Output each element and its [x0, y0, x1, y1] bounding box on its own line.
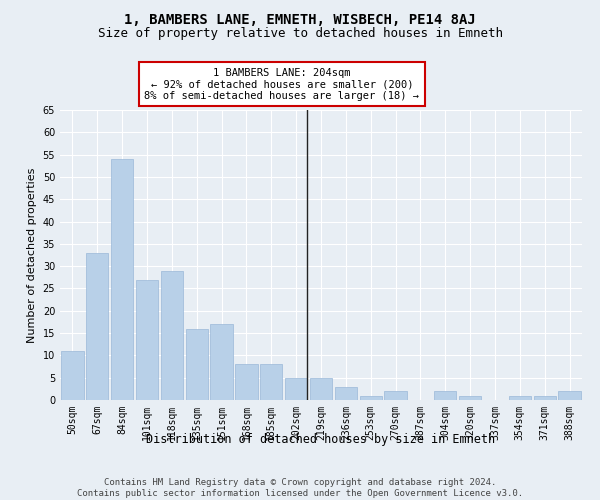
- Bar: [61, 351, 83, 400]
- Bar: [385, 391, 407, 400]
- Bar: [86, 253, 109, 400]
- Bar: [185, 328, 208, 400]
- Text: 1 BAMBERS LANE: 204sqm
← 92% of detached houses are smaller (200)
8% of semi-det: 1 BAMBERS LANE: 204sqm ← 92% of detached…: [145, 68, 419, 100]
- Y-axis label: Number of detached properties: Number of detached properties: [27, 168, 37, 342]
- Bar: [211, 324, 233, 400]
- Text: Contains HM Land Registry data © Crown copyright and database right 2024.
Contai: Contains HM Land Registry data © Crown c…: [77, 478, 523, 498]
- Bar: [285, 378, 307, 400]
- Text: Distribution of detached houses by size in Emneth: Distribution of detached houses by size …: [146, 432, 496, 446]
- Bar: [559, 391, 581, 400]
- Bar: [533, 396, 556, 400]
- Bar: [310, 378, 332, 400]
- Bar: [434, 391, 457, 400]
- Text: 1, BAMBERS LANE, EMNETH, WISBECH, PE14 8AJ: 1, BAMBERS LANE, EMNETH, WISBECH, PE14 8…: [124, 12, 476, 26]
- Bar: [111, 159, 133, 400]
- Bar: [161, 270, 183, 400]
- Bar: [459, 396, 481, 400]
- Bar: [260, 364, 283, 400]
- Bar: [136, 280, 158, 400]
- Bar: [335, 386, 357, 400]
- Bar: [235, 364, 257, 400]
- Bar: [509, 396, 531, 400]
- Bar: [359, 396, 382, 400]
- Text: Size of property relative to detached houses in Emneth: Size of property relative to detached ho…: [97, 28, 503, 40]
